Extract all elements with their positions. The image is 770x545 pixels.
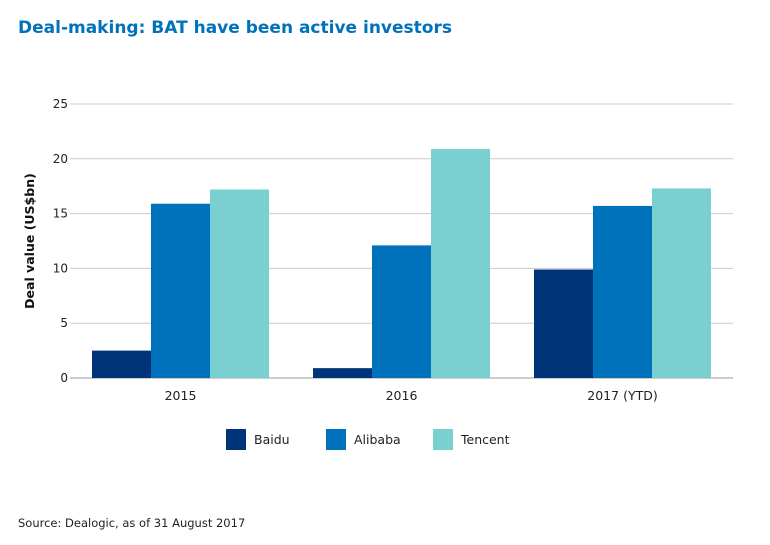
bar-alibaba <box>372 245 431 378</box>
bar-baidu <box>313 368 372 378</box>
y-tick-label: 20 <box>53 152 68 166</box>
chart-title: Deal-making: BAT have been active invest… <box>18 18 452 38</box>
y-tick-label: 25 <box>53 97 68 111</box>
x-tick-label: 2016 <box>386 388 418 403</box>
x-tick-label: 2017 (YTD) <box>587 388 657 403</box>
y-axis-label: Deal value (US$bn) <box>22 173 37 309</box>
bar-baidu <box>92 350 151 378</box>
legend-label-tencent: Tencent <box>460 432 510 447</box>
x-tick-label: 2015 <box>165 388 197 403</box>
bar-baidu <box>534 269 593 378</box>
source-note: Source: Dealogic, as of 31 August 2017 <box>18 516 246 530</box>
bar-alibaba <box>593 205 652 378</box>
y-tick-label: 15 <box>53 207 68 221</box>
y-tick-label: 5 <box>60 316 68 330</box>
y-tick-label: 10 <box>53 261 68 275</box>
bar-tencent <box>210 189 269 378</box>
legend-label-baidu: Baidu <box>254 432 290 447</box>
legend-swatch-tencent <box>433 429 453 450</box>
legend-swatch-alibaba <box>326 429 346 450</box>
y-tick-label: 0 <box>60 371 68 385</box>
bar-alibaba <box>151 203 210 378</box>
legend-label-alibaba: Alibaba <box>354 432 401 447</box>
bar-tencent <box>431 148 490 378</box>
bar-tencent <box>652 188 711 378</box>
legend-swatch-baidu <box>226 429 246 450</box>
